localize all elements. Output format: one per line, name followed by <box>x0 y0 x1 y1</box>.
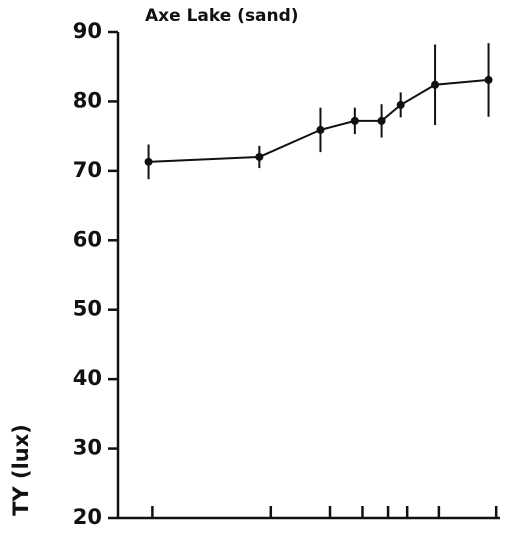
data-point <box>316 125 325 134</box>
data-point <box>350 116 359 125</box>
data-point <box>144 157 153 166</box>
y-axis-label: TY (lux) <box>9 424 33 516</box>
data-point <box>484 75 493 84</box>
data-point <box>377 116 386 125</box>
y-tick-label: 20 <box>73 505 102 529</box>
data-line <box>148 78 489 163</box>
data-point <box>396 100 405 109</box>
y-tick-label: 50 <box>73 297 102 321</box>
y-tick-label: 70 <box>73 158 102 182</box>
y-tick-label: 30 <box>73 436 102 460</box>
y-tick-label: 80 <box>73 88 102 112</box>
y-tick-label: 90 <box>73 19 102 43</box>
data-point <box>431 80 440 89</box>
y-tick-label: 60 <box>73 227 102 251</box>
chart-title: Axe Lake (sand) <box>145 6 299 26</box>
data-point <box>255 152 264 161</box>
y-tick-label: 40 <box>73 366 102 390</box>
